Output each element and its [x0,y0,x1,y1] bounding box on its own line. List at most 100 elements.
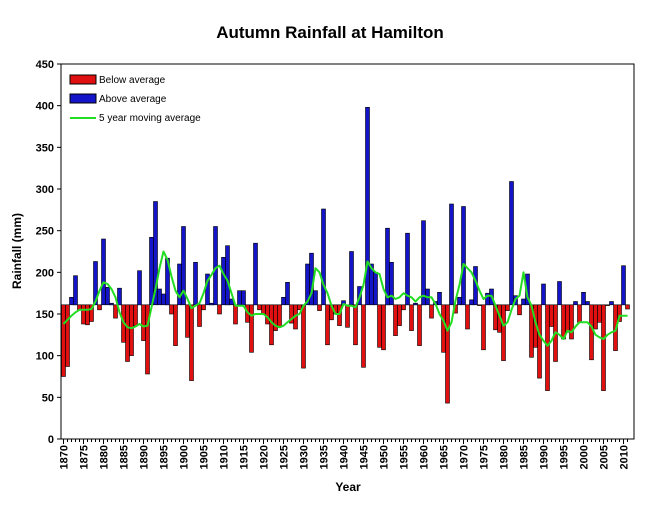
rainfall-bar [457,296,462,306]
rainfall-bar [189,304,194,381]
y-tick-label: 350 [36,142,54,154]
rainfall-bar [565,304,570,333]
rainfall-bar [589,304,594,361]
rainfall-bar [261,304,266,315]
rainfall-bar [81,304,86,325]
rainfall-bar [313,290,318,306]
rainfall-bar [601,304,606,391]
rainfall-bar [169,304,174,315]
moving-average-line [62,250,628,347]
rainfall-bar [389,261,394,306]
rainfall-bar [445,304,450,404]
x-tick-label: 1905 [199,445,211,469]
rainfall-bar [213,226,218,306]
rainfall-bar [101,238,106,306]
rainfall-bar [537,304,542,379]
rainfall-bar [417,304,422,346]
rainfall-bar [233,304,238,325]
rainfall-bar [465,304,470,330]
rainfall-bar [65,304,70,367]
x-tick-label: 1990 [539,445,551,469]
rainfall-bar [557,281,562,306]
rainfall-bar [413,302,418,306]
rainfall-bar [161,293,166,306]
y-tick-label: 0 [48,434,54,446]
rainfall-bar [181,226,186,306]
rainfall-bar [249,304,254,353]
rainfall-bar [201,304,206,311]
x-tick-label: 1965 [439,445,451,469]
x-tick-label: 1980 [499,445,511,469]
y-tick-label: 400 [36,101,54,113]
rainfall-bar [361,304,366,368]
rainfall-bar [581,291,586,306]
rainfall-bar [609,301,614,306]
x-axis: 1870 1875 1880 1885 1890 1895 1900 1905 1910 1915… [59,439,631,469]
x-tick-label: 1960 [419,445,431,469]
rainfall-bar [225,245,230,306]
rainfall-bar [253,242,258,306]
legend-swatch-below [69,74,97,85]
rainfall-bar [237,290,242,306]
rainfall-bar [353,304,358,346]
rainfall-bar [461,206,466,306]
rainfall-bar [377,304,382,348]
rainfall-bar [625,304,630,310]
x-tick-label: 1875 [79,445,91,469]
rainfall-bar [549,304,554,327]
legend-swatch-above [69,93,97,104]
x-tick-label: 1920 [259,445,271,469]
rainfall-bar [257,304,262,311]
rainfall-bar [441,304,446,353]
rainfall-bar [397,304,402,326]
y-axis-title: Rainfall (mm) [10,213,24,289]
rainfall-bar [285,281,290,306]
y-tick-label: 200 [36,267,54,279]
rainfall-bar [265,304,270,325]
legend-label-above: Above average [99,94,167,105]
x-tick-label: 1935 [319,445,331,469]
rainfall-bar [209,302,214,306]
rainfall-bar [113,304,118,319]
x-tick-label: 1895 [159,445,171,469]
x-tick-label: 1910 [219,445,231,469]
rainfall-bar [449,203,454,306]
legend: Below average Above average 5 year movin… [69,74,201,124]
rainfall-bar [197,304,202,327]
rainfall-bar [517,304,522,316]
rainfall-bar [105,286,110,306]
rainfall-bar [109,302,114,306]
rainfall-bar [241,290,246,306]
rainfall-bar [85,304,90,326]
rainfall-bar [149,237,154,306]
rainfall-bar [321,208,326,306]
rainfall-bar [573,301,578,306]
y-tick-label: 100 [36,351,54,363]
rainfall-bar [217,304,222,315]
rainfall-bar [505,304,510,311]
rainfall-bar [345,304,350,328]
y-axis: 0 50 100 150 200 250 300 350 400 450 [36,59,61,446]
rainfall-bar [545,304,550,391]
rainfall-bar [401,304,406,311]
rainfall-bar [521,298,526,306]
x-tick-label: 1900 [179,445,191,469]
legend-label-moving-average: 5 year moving average [99,113,201,124]
x-axis-title: Year [335,480,361,494]
rainfall-bar [61,304,66,377]
y-tick-label: 450 [36,59,54,71]
rainfall-bar [381,304,386,351]
rainfall-bar [317,304,322,311]
x-tick-label: 1870 [59,445,71,469]
x-tick-label: 1955 [399,445,411,469]
rainfall-bar [193,261,198,306]
rainfall-bar [281,296,286,306]
rainfall-bar [93,261,98,306]
rainfall-bar [325,304,330,346]
x-tick-label: 1930 [299,445,311,469]
x-tick-label: 2000 [579,445,591,469]
x-tick-label: 1925 [279,445,291,469]
legend-label-below: Below average [99,75,166,86]
rainfall-bar [585,301,590,306]
x-tick-label: 1890 [139,445,151,469]
